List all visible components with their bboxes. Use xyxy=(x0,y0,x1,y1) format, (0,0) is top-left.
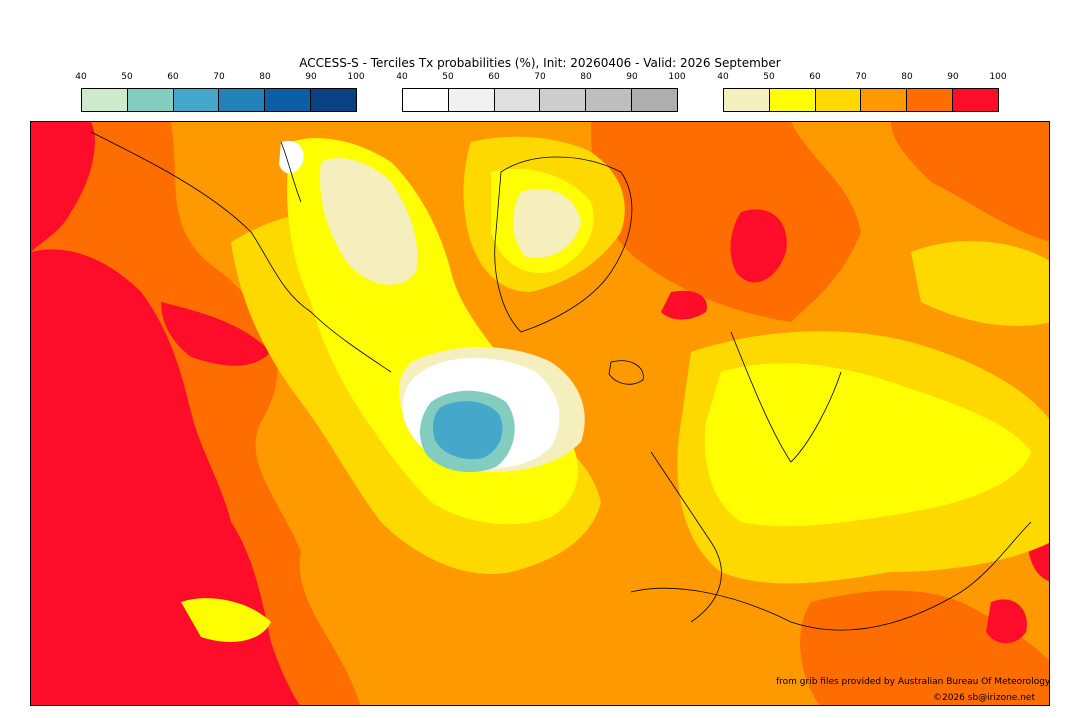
field-white xyxy=(279,140,304,174)
credit-copyright: ©2026 sb@irizone.net xyxy=(933,693,1035,703)
colorbar-near-normal xyxy=(402,88,678,112)
tick-label: 70 xyxy=(534,72,546,82)
field-red xyxy=(31,122,95,252)
tick-label: 100 xyxy=(347,72,365,82)
color-swatch xyxy=(861,89,908,111)
color-swatch xyxy=(632,89,677,111)
field-cream xyxy=(320,158,418,285)
tick-label: 80 xyxy=(580,72,592,82)
color-swatch xyxy=(127,89,174,111)
tick-label: 100 xyxy=(989,72,1007,82)
tick-label: 60 xyxy=(167,72,179,82)
color-swatch xyxy=(494,89,541,111)
tick-label: 50 xyxy=(121,72,133,82)
tick-label: 100 xyxy=(668,72,686,82)
field-dark-orange xyxy=(891,122,1049,242)
color-swatch xyxy=(540,89,587,111)
tick-label: 50 xyxy=(442,72,454,82)
color-swatch xyxy=(815,89,862,111)
tick-label: 80 xyxy=(259,72,271,82)
colorbar-ticks-above: 40 50 60 70 80 90 100 xyxy=(717,72,1006,84)
tick-label: 80 xyxy=(901,72,913,82)
color-swatch xyxy=(907,89,954,111)
color-swatch xyxy=(953,89,998,111)
color-swatch xyxy=(448,89,495,111)
tick-label: 40 xyxy=(717,72,729,82)
tick-label: 90 xyxy=(305,72,317,82)
map-canvas xyxy=(31,122,1049,705)
colorbar-ticks-below: 40 50 60 70 80 90 100 xyxy=(75,72,364,84)
tick-label: 50 xyxy=(763,72,775,82)
tick-label: 40 xyxy=(75,72,87,82)
field-yellow xyxy=(704,363,1031,527)
field-red xyxy=(161,302,271,366)
field-yellow xyxy=(181,598,271,642)
color-swatch xyxy=(265,89,312,111)
color-swatch xyxy=(219,89,266,111)
field-red xyxy=(730,209,787,283)
tick-label: 90 xyxy=(947,72,959,82)
colorbar-below-normal xyxy=(81,88,357,112)
color-swatch xyxy=(769,89,816,111)
colorbar-above-normal xyxy=(723,88,999,112)
tick-label: 60 xyxy=(488,72,500,82)
credit-source: from grib files provided by Australian B… xyxy=(776,677,1051,687)
color-swatch xyxy=(311,89,356,111)
field-cream xyxy=(513,188,581,258)
color-swatch xyxy=(82,89,128,111)
colorbar-ticks-near: 40 50 60 70 80 90 100 xyxy=(396,72,685,84)
color-swatch xyxy=(173,89,220,111)
field-gold xyxy=(911,241,1049,326)
field-red xyxy=(661,290,707,320)
tick-label: 40 xyxy=(396,72,408,82)
color-swatch xyxy=(403,89,449,111)
field-red xyxy=(31,249,300,705)
tick-label: 70 xyxy=(855,72,867,82)
field-dark-orange xyxy=(800,590,1049,705)
coastlines xyxy=(90,131,1032,631)
tick-label: 70 xyxy=(213,72,225,82)
color-swatch xyxy=(586,89,633,111)
field-red xyxy=(986,599,1027,644)
tick-label: 90 xyxy=(626,72,638,82)
map-title: ACCESS-S - Terciles Tx probabilities (%)… xyxy=(299,56,781,70)
color-swatch xyxy=(724,89,770,111)
tick-label: 60 xyxy=(809,72,821,82)
probability-map xyxy=(30,121,1050,706)
field-mid-blue xyxy=(433,401,503,460)
field-dark-orange xyxy=(591,122,861,322)
